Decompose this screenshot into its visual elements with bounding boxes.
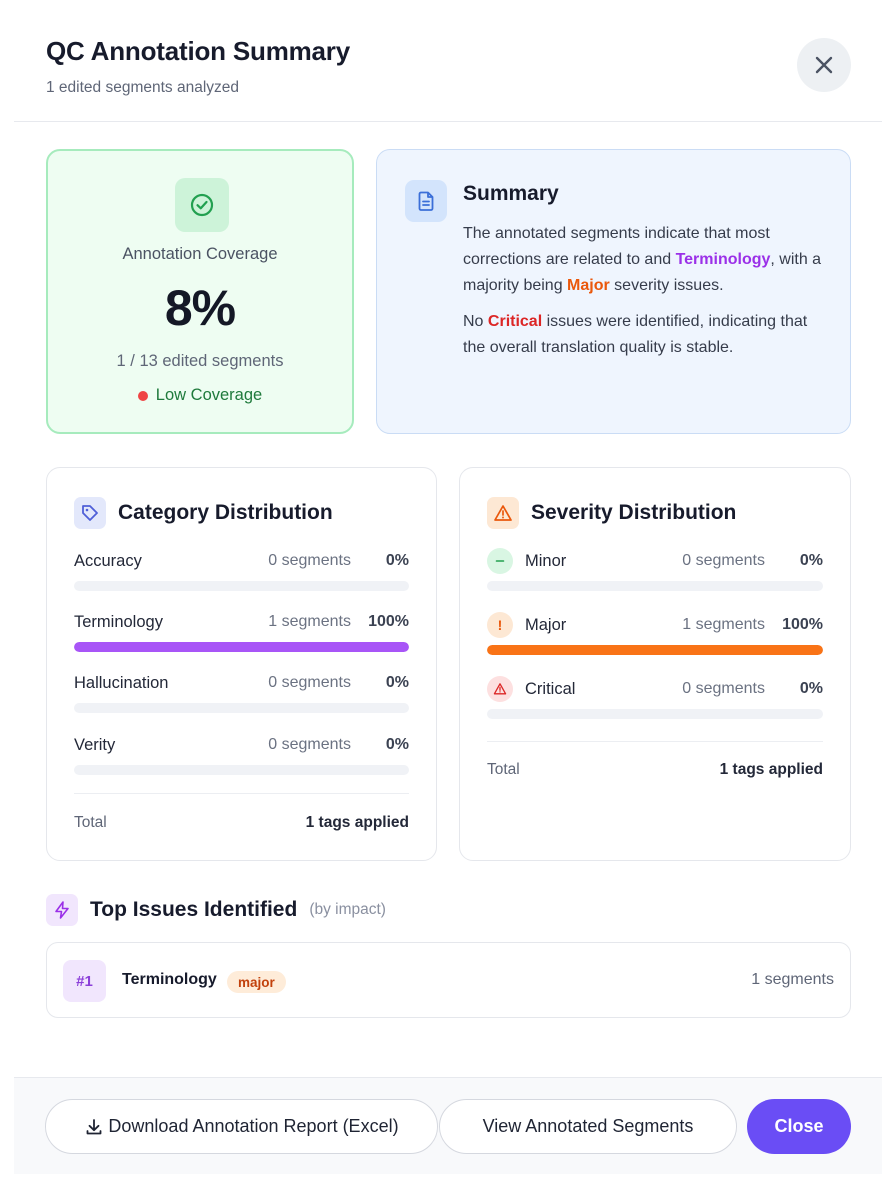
issue-item[interactable]: #1 Terminology major 1 segments bbox=[46, 942, 851, 1018]
coverage-status-label: Low Coverage bbox=[155, 386, 263, 404]
download-report-label: Download Annotation Report (Excel) bbox=[108, 1116, 399, 1136]
modal-title: QC Annotation Summary bbox=[46, 36, 350, 66]
coverage-label: Annotation Coverage bbox=[122, 245, 278, 263]
summary-icon-box bbox=[405, 180, 447, 222]
tag-icon bbox=[82, 505, 98, 521]
category-row-hallucination: Hallucination 0 segments 0% bbox=[74, 670, 409, 714]
coverage-icon-box bbox=[175, 178, 229, 232]
summary-paragraph-1: The annotated segments indicate that mos… bbox=[463, 225, 822, 294]
issues-icon-box bbox=[46, 894, 78, 926]
highlight-critical: Critical bbox=[487, 313, 543, 330]
category-distribution-card: Category Distribution Accuracy 0 segment… bbox=[46, 467, 437, 861]
summary-text: The annotated segments indicate that mos… bbox=[463, 221, 823, 361]
exclamation-circle-icon: ! bbox=[487, 612, 513, 638]
header-divider bbox=[14, 121, 882, 122]
category-bar bbox=[74, 581, 409, 591]
category-label: Terminology bbox=[74, 612, 163, 631]
close-icon bbox=[815, 56, 833, 74]
category-label: Accuracy bbox=[74, 551, 142, 570]
severity-distribution-card: Severity Distribution Minor 0 segments 0… bbox=[459, 467, 851, 861]
check-circle-icon bbox=[190, 193, 214, 217]
issue-rank: #1 bbox=[63, 960, 106, 1002]
warning-triangle-icon bbox=[487, 676, 513, 702]
severity-label: Critical bbox=[525, 679, 576, 698]
category-count: 1 segments bbox=[268, 613, 351, 630]
category-count: 0 segments bbox=[268, 674, 351, 691]
category-percent: 0% bbox=[385, 674, 409, 691]
severity-bar bbox=[487, 581, 823, 591]
category-total-row: Total 1 tags applied bbox=[74, 812, 409, 834]
severity-label: Major bbox=[525, 615, 567, 634]
download-icon bbox=[87, 1118, 102, 1134]
top-issues-header: Top Issues Identified (by impact) bbox=[46, 894, 386, 926]
modal-header: QC Annotation Summary 1 edited segments … bbox=[0, 0, 892, 122]
document-icon bbox=[418, 191, 434, 211]
summary-paragraph-2: No Critical issues were identified, indi… bbox=[463, 313, 808, 356]
coverage-card: Annotation Coverage 8% 1 / 13 edited seg… bbox=[46, 149, 354, 434]
category-percent: 100% bbox=[368, 613, 409, 630]
severity-total-divider bbox=[487, 741, 823, 742]
category-label: Verity bbox=[74, 735, 116, 754]
warning-triangle-icon bbox=[494, 505, 512, 521]
category-row-verity: Verity 0 segments 0% bbox=[74, 732, 409, 776]
category-bar bbox=[74, 703, 409, 713]
severity-percent: 0% bbox=[799, 680, 823, 697]
download-report-button[interactable]: Download Annotation Report (Excel) bbox=[45, 1099, 438, 1154]
severity-count: 0 segments bbox=[682, 680, 765, 697]
minus-circle-icon bbox=[487, 548, 513, 574]
severity-bar bbox=[487, 709, 823, 719]
category-count: 0 segments bbox=[268, 552, 351, 569]
category-bar-fill bbox=[74, 642, 409, 652]
modal-subtitle: 1 edited segments analyzed bbox=[46, 79, 240, 96]
category-title: Category Distribution bbox=[118, 501, 333, 524]
category-bar bbox=[74, 642, 409, 652]
highlight-terminology: Terminology bbox=[675, 251, 771, 268]
severity-total-label: Total bbox=[487, 761, 520, 778]
severity-label: Minor bbox=[525, 551, 567, 570]
severity-row-minor: Minor 0 segments 0% bbox=[487, 548, 823, 592]
severity-count: 0 segments bbox=[682, 552, 765, 569]
severity-icon-box bbox=[487, 497, 519, 529]
coverage-percent: 8% bbox=[164, 280, 236, 336]
issue-name: Terminology bbox=[122, 971, 217, 988]
category-row-terminology: Terminology 1 segments 100% bbox=[74, 609, 409, 653]
severity-count: 1 segments bbox=[682, 616, 765, 633]
severity-bar-fill bbox=[487, 645, 823, 655]
category-percent: 0% bbox=[385, 736, 409, 753]
category-bar bbox=[74, 765, 409, 775]
severity-percent: 0% bbox=[799, 552, 823, 569]
close-button[interactable]: Close bbox=[747, 1099, 851, 1154]
top-issues-title: Top Issues Identified bbox=[90, 898, 298, 921]
view-annotated-segments-button[interactable]: View Annotated Segments bbox=[439, 1099, 737, 1154]
category-percent: 0% bbox=[385, 552, 409, 569]
issue-count: 1 segments bbox=[751, 971, 834, 988]
coverage-status: Low Coverage bbox=[48, 386, 352, 405]
severity-bar bbox=[487, 645, 823, 655]
severity-header: Severity Distribution bbox=[487, 497, 736, 529]
category-header: Category Distribution bbox=[74, 497, 333, 529]
category-count: 0 segments bbox=[268, 736, 351, 753]
category-total-value: 1 tags applied bbox=[305, 814, 409, 831]
severity-title: Severity Distribution bbox=[531, 501, 737, 524]
category-total-label: Total bbox=[74, 814, 107, 831]
summary-card: Summary The annotated segments indicate … bbox=[376, 149, 851, 434]
category-label: Hallucination bbox=[74, 673, 169, 692]
status-dot-icon bbox=[137, 390, 148, 401]
category-icon-box bbox=[74, 497, 106, 529]
severity-row-critical: Critical 0 segments 0% bbox=[487, 676, 823, 720]
top-issues-subtitle: (by impact) bbox=[309, 901, 386, 918]
lightning-icon bbox=[55, 901, 69, 919]
close-icon-button[interactable] bbox=[797, 38, 851, 92]
highlight-major: Major bbox=[567, 277, 610, 294]
severity-badge: major bbox=[227, 971, 286, 993]
summary-title: Summary bbox=[463, 182, 559, 205]
severity-row-major: ! Major 1 segments 100% bbox=[487, 612, 823, 656]
coverage-count: 1 / 13 edited segments bbox=[116, 352, 284, 370]
severity-total-value: 1 tags applied bbox=[719, 761, 823, 778]
severity-percent: 100% bbox=[782, 616, 823, 633]
category-row-accuracy: Accuracy 0 segments 0% bbox=[74, 548, 409, 592]
severity-total-row: Total 1 tags applied bbox=[487, 759, 823, 781]
category-total-divider bbox=[74, 793, 409, 794]
